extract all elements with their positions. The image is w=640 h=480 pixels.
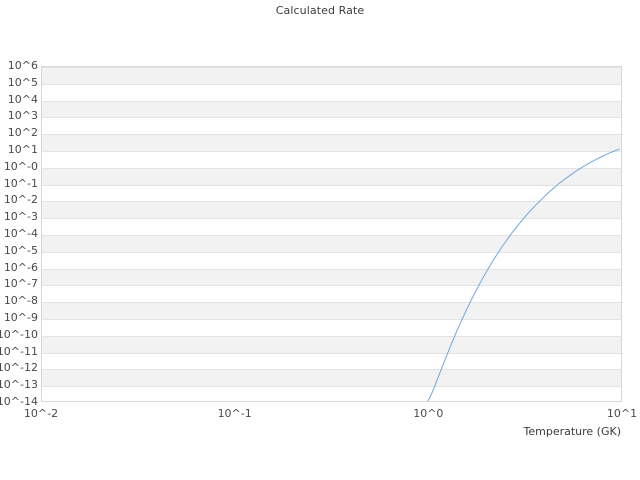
gridline	[42, 218, 621, 219]
gridline	[42, 84, 621, 85]
y-axis-tick-label: 10^3	[7, 109, 38, 123]
y-axis-tick-label: 10^1	[7, 143, 38, 156]
gridline	[42, 117, 621, 118]
y-axis-tick-label: 10^-0	[3, 159, 38, 173]
gridline	[42, 168, 621, 169]
grid-band	[42, 167, 621, 185]
gridline	[42, 369, 621, 370]
gridline	[42, 185, 621, 186]
y-axis-tick-label: 10^-6	[3, 260, 38, 274]
plot-area	[41, 66, 622, 402]
x-axis-title: Temperature (GK)	[523, 425, 622, 438]
gridline	[42, 151, 621, 152]
y-axis-tick-label: 10^-8	[3, 294, 38, 308]
y-axis-tick-label: 10^-10	[0, 327, 38, 341]
gridline	[42, 101, 621, 102]
gridline	[42, 319, 621, 320]
grid-band	[42, 369, 621, 387]
grid-band	[42, 134, 621, 151]
y-axis-tick-label: 10^5	[7, 75, 38, 89]
y-axis-tick-label: 10^-14	[0, 395, 38, 408]
y-axis-tick-label: 10^2	[7, 126, 38, 140]
x-axis-tick-label: 10^1	[606, 407, 638, 420]
grid-band	[42, 235, 621, 252]
gridline	[42, 252, 621, 253]
gridline	[42, 235, 621, 236]
grid-band	[42, 302, 621, 319]
gridline	[42, 302, 621, 303]
y-axis-tick-label: 10^4	[7, 92, 38, 106]
y-axis-tick-label: 10^6	[7, 59, 38, 72]
gridline	[42, 134, 621, 135]
y-axis-tick-label: 10^-1	[3, 176, 38, 190]
x-axis-tick-label: 10^0	[413, 407, 444, 420]
gridline	[42, 269, 621, 270]
x-axis-tick-label: 10^-2	[23, 407, 59, 420]
grid-band	[42, 268, 621, 286]
calculated-rate-line	[427, 148, 620, 401]
gridline	[42, 285, 621, 286]
chart-title: Calculated Rate	[275, 4, 365, 17]
gridline	[42, 336, 621, 337]
x-axis-tick-label: 10^-1	[217, 407, 252, 420]
y-axis-tick-label: 10^-9	[3, 311, 38, 324]
y-axis-tick-label: 10^-12	[0, 361, 38, 375]
y-axis-tick-label: 10^-2	[3, 193, 38, 207]
y-axis-tick-label: 10^-11	[0, 344, 38, 358]
gridline	[42, 353, 621, 354]
grid-band	[42, 201, 621, 219]
y-axis-tick-label: 10^-5	[3, 243, 38, 257]
y-axis-tick-label: 10^-7	[3, 277, 38, 291]
y-axis-tick-label: 10^-3	[3, 210, 38, 224]
gridline	[42, 201, 621, 202]
y-axis-tick-label: 10^-4	[3, 227, 38, 240]
gridline	[42, 67, 621, 68]
gridline	[42, 386, 621, 387]
grid-band	[42, 335, 621, 353]
grid-band	[42, 67, 621, 84]
data-series-layer	[427, 148, 620, 401]
grid-band	[42, 100, 621, 118]
y-axis-tick-label: 10^-13	[0, 378, 38, 392]
